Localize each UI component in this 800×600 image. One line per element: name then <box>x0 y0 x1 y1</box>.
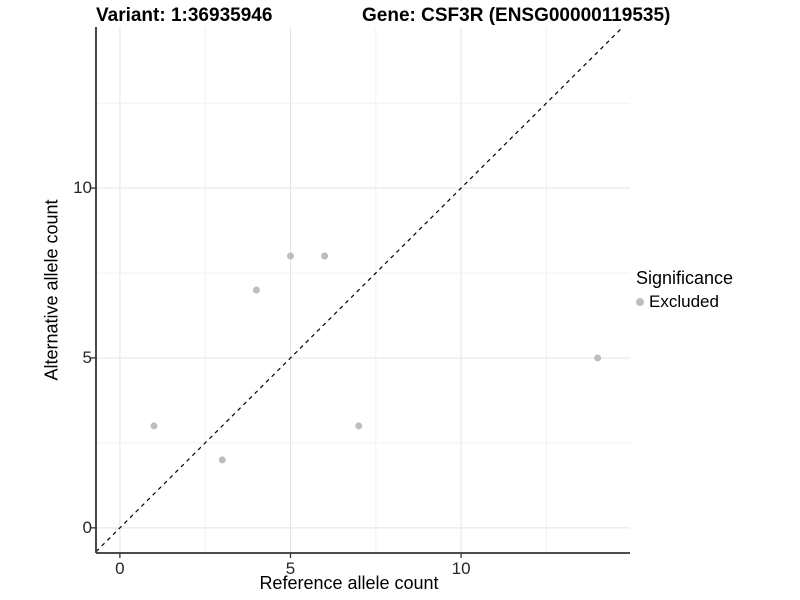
data-point <box>594 354 602 362</box>
legend-title: Significance <box>636 268 734 288</box>
data-point <box>150 422 158 430</box>
y-tick-label: 10 <box>73 178 92 198</box>
plot-title-variant: Variant: 1:36935946 <box>96 5 273 26</box>
legend-item-excluded: Excluded <box>636 292 733 312</box>
x-tick-label: 0 <box>115 559 125 578</box>
identity-dashed-line <box>95 26 624 553</box>
x-tick-label: 5 <box>285 559 296 578</box>
y-tick-label: 0 <box>82 517 92 537</box>
legend-item-label: Excluded <box>649 292 719 311</box>
legend: Significance Excluded <box>636 268 733 312</box>
data-point <box>321 252 329 260</box>
data-point <box>286 252 294 260</box>
data-point <box>355 422 363 430</box>
plot-title-gene: Gene: CSF3R (ENSG00000119535) <box>362 5 671 26</box>
y-tick-label: 5 <box>82 347 92 367</box>
x-tick-label: 10 <box>451 559 471 578</box>
x-axis-title: Reference allele count <box>259 573 439 593</box>
data-point <box>218 456 226 464</box>
legend-point-icon <box>636 298 644 306</box>
data-point <box>252 286 260 294</box>
